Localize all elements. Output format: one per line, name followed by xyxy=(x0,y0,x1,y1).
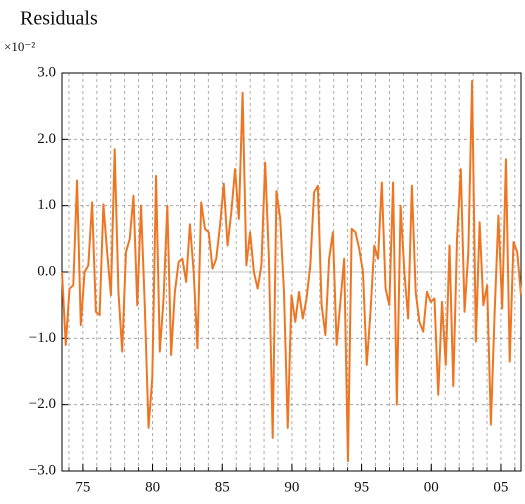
y-tick-label: 2.0 xyxy=(37,131,56,147)
y-tick-label: −1.0 xyxy=(29,330,56,346)
x-tick-label: 80 xyxy=(145,479,160,495)
x-tick-label: 85 xyxy=(215,479,230,495)
x-tick-label: 75 xyxy=(75,479,90,495)
x-tick-label: 95 xyxy=(354,479,369,495)
series-line xyxy=(61,79,522,463)
x-tick-label: 90 xyxy=(284,479,299,495)
y-tick-label: −2.0 xyxy=(29,396,56,412)
x-tick-label: 00 xyxy=(424,479,439,495)
x-tick-label: 05 xyxy=(493,479,508,495)
chart-title: Residuals xyxy=(20,8,98,30)
y-tick-label: 1.0 xyxy=(37,197,56,213)
y-tick-label: −3.0 xyxy=(29,462,56,478)
y-tick-label: 0.0 xyxy=(37,263,56,279)
y-tick-label: 3.0 xyxy=(37,64,56,80)
y-multiplier: ×10⁻² xyxy=(4,39,35,54)
